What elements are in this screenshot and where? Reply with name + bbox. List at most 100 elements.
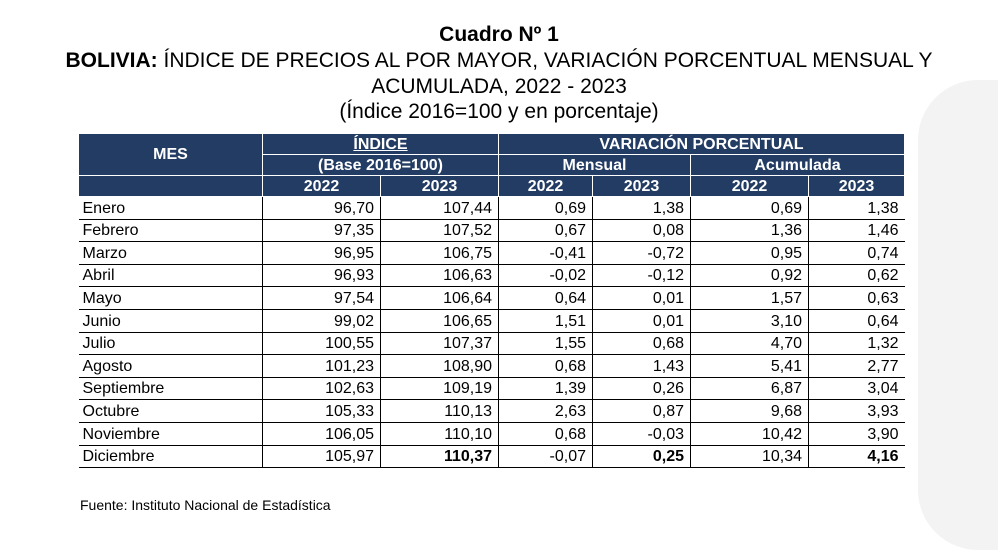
table-row: Enero 96,70 107,44 0,69 1,38 0,69 1,38 [78,196,905,220]
month-cell: Septiembre [78,377,263,401]
header-year: 2023 [808,175,905,197]
header-blank [78,175,263,197]
value-cell: -0,07 [498,445,593,469]
value-cell: 106,75 [380,241,499,265]
value-cell: 0,01 [592,286,691,310]
table-row: Junio 99,02 106,65 1,51 0,01 3,10 0,64 [78,309,905,333]
value-cell: 0,26 [592,377,691,401]
month-cell: Junio [78,309,263,333]
value-cell: 106,65 [380,309,499,333]
value-cell: 1,46 [808,219,905,243]
table-row: Febrero 97,35 107,52 0,67 0,08 1,36 1,46 [78,219,905,243]
month-cell: Mayo [78,286,263,310]
value-cell: -0,03 [592,422,691,446]
month-cell: Octubre [78,399,263,423]
table-title-line1: BOLIVIA: ÍNDICE DE PRECIOS AL POR MAYOR,… [0,48,998,74]
value-cell: 105,97 [262,445,381,469]
header-mensual: Mensual [498,154,691,176]
value-cell: 1,43 [592,354,691,378]
value-cell: 0,08 [592,219,691,243]
value-cell: 5,41 [690,354,809,378]
value-cell: 6,87 [690,377,809,401]
value-cell: 105,33 [262,399,381,423]
month-cell: Marzo [78,241,263,265]
value-cell: 0,74 [808,241,905,265]
value-cell: -0,02 [498,264,593,288]
header-year: 2023 [592,175,691,197]
value-cell: 102,63 [262,377,381,401]
value-cell: 10,34 [690,445,809,469]
header-year: 2023 [380,175,499,197]
value-cell: 0,87 [592,399,691,423]
value-cell: 0,68 [592,332,691,356]
value-cell: 106,63 [380,264,499,288]
value-cell: 0,68 [498,422,593,446]
value-cell: 96,70 [262,196,381,220]
value-cell: 1,57 [690,286,809,310]
header-variacion: VARIACIÓN PORCENTUAL [498,133,905,155]
value-cell: 0,64 [498,286,593,310]
value-cell: 96,93 [262,264,381,288]
month-cell: Diciembre [78,445,263,469]
header-year: 2022 [498,175,593,197]
title-country: BOLIVIA: [65,49,158,72]
value-cell: 99,02 [262,309,381,333]
value-cell: 96,95 [262,241,381,265]
price-index-table: MES ÍNDICE VARIACIÓN PORCENTUAL (Base 20… [78,133,905,469]
value-cell-highlight: 0,25 [592,445,691,469]
table-row: Mayo 97,54 106,64 0,64 0,01 1,57 0,63 [78,286,905,310]
header-year: 2022 [690,175,809,197]
value-cell: 109,19 [380,377,499,401]
value-cell: -0,72 [592,241,691,265]
value-cell: 0,62 [808,264,905,288]
value-cell-highlight: 110,37 [380,445,499,469]
value-cell: 108,90 [380,354,499,378]
value-cell: 1,32 [808,332,905,356]
background-decoration [918,80,998,550]
value-cell: 4,70 [690,332,809,356]
value-cell: 0,67 [498,219,593,243]
month-cell: Enero [78,196,263,220]
value-cell: 107,44 [380,196,499,220]
value-cell: 3,04 [808,377,905,401]
table-row: Abril 96,93 106,63 -0,02 -0,12 0,92 0,62 [78,264,905,288]
value-cell: 107,52 [380,219,499,243]
table-row: Octubre 105,33 110,13 2,63 0,87 9,68 3,9… [78,399,905,423]
value-cell: -0,12 [592,264,691,288]
title-block: Cuadro Nº 1 BOLIVIA: ÍNDICE DE PRECIOS A… [0,22,998,124]
value-cell: 0,68 [498,354,593,378]
value-cell: 10,42 [690,422,809,446]
value-cell: 0,64 [808,309,905,333]
month-cell: Abril [78,264,263,288]
table-row: Noviembre 106,05 110,10 0,68 -0,03 10,42… [78,422,905,446]
value-cell-highlight: 4,16 [808,445,905,469]
value-cell: 0,01 [592,309,691,333]
table-number: Cuadro Nº 1 [439,23,559,46]
value-cell: 2,77 [808,354,905,378]
value-cell: 0,95 [690,241,809,265]
value-cell: -0,41 [498,241,593,265]
value-cell: 110,10 [380,422,499,446]
value-cell: 100,55 [262,332,381,356]
table-row: Julio 100,55 107,37 1,55 0,68 4,70 1,32 [78,332,905,356]
value-cell: 106,05 [262,422,381,446]
table-title-line2: ACUMULADA, 2022 - 2023 [371,75,627,98]
value-cell: 1,55 [498,332,593,356]
table-row: Agosto 101,23 108,90 0,68 1,43 5,41 2,77 [78,354,905,378]
value-cell: 2,63 [498,399,593,423]
value-cell: 1,39 [498,377,593,401]
table-subtitle: (Índice 2016=100 y en porcentaje) [339,100,659,123]
value-cell: 101,23 [262,354,381,378]
value-cell: 1,38 [592,196,691,220]
value-cell: 3,10 [690,309,809,333]
month-cell: Julio [78,332,263,356]
header-year: 2022 [262,175,381,197]
value-cell: 0,69 [690,196,809,220]
value-cell: 1,36 [690,219,809,243]
value-cell: 0,69 [498,196,593,220]
value-cell: 9,68 [690,399,809,423]
month-cell: Febrero [78,219,263,243]
value-cell: 3,90 [808,422,905,446]
value-cell: 107,37 [380,332,499,356]
table-row: Diciembre 105,97 110,37 -0,07 0,25 10,34… [78,445,905,469]
